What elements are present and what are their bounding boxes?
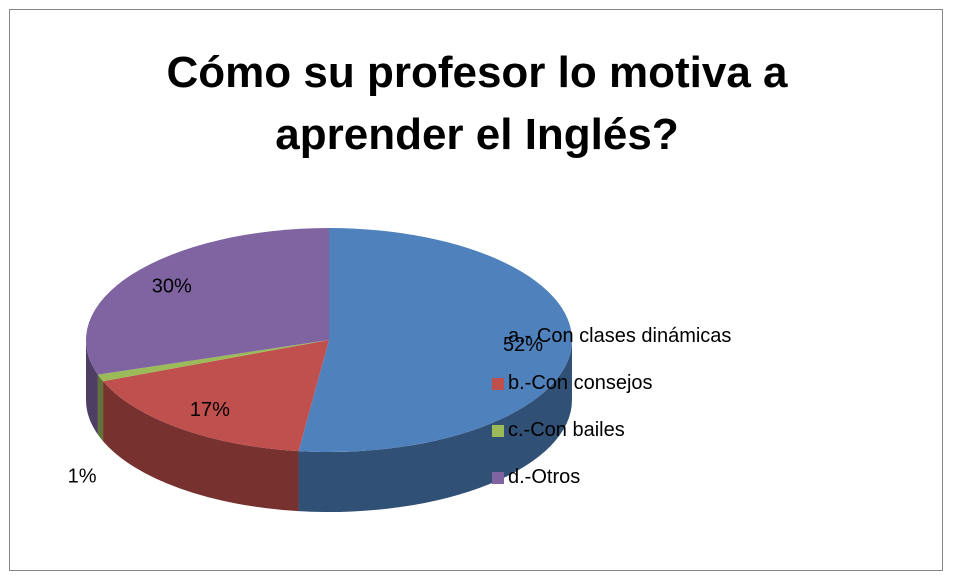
data-label: 30% (152, 276, 192, 298)
legend-label: a.- Con clases dinámicas (508, 325, 732, 347)
data-label: 17% (190, 399, 230, 421)
legend-swatch (492, 424, 504, 437)
chart-border (9, 9, 943, 571)
slice-side (103, 381, 299, 512)
legend-swatch (492, 330, 504, 343)
slice (97, 340, 329, 382)
legend-label: d.-Otros (508, 466, 581, 488)
legend-item: a.- Con clases dinámicas (492, 313, 731, 360)
legend-label: c.-Con bailes (508, 419, 625, 441)
legend: a.- Con clases dinámicas b.-Con consejos c… (492, 313, 731, 501)
slice (103, 340, 329, 452)
legend-swatch (492, 471, 504, 484)
legend-label: b.-Con consejos (508, 372, 653, 394)
legend-item: d.-Otros (492, 454, 731, 501)
data-label: 52% (503, 334, 543, 356)
slice-side (86, 340, 98, 435)
legend-swatch (492, 377, 504, 390)
legend-item: b.-Con consejos (492, 360, 731, 407)
slice-side (298, 340, 572, 512)
chart-title: Cómo su profesor lo motiva a aprender el… (166, 48, 788, 159)
slice (85, 228, 330, 375)
slice (298, 228, 572, 452)
legend-item: c.-Con bailes (492, 407, 731, 454)
slice-side (97, 374, 104, 442)
data-label: 1% (68, 465, 97, 487)
